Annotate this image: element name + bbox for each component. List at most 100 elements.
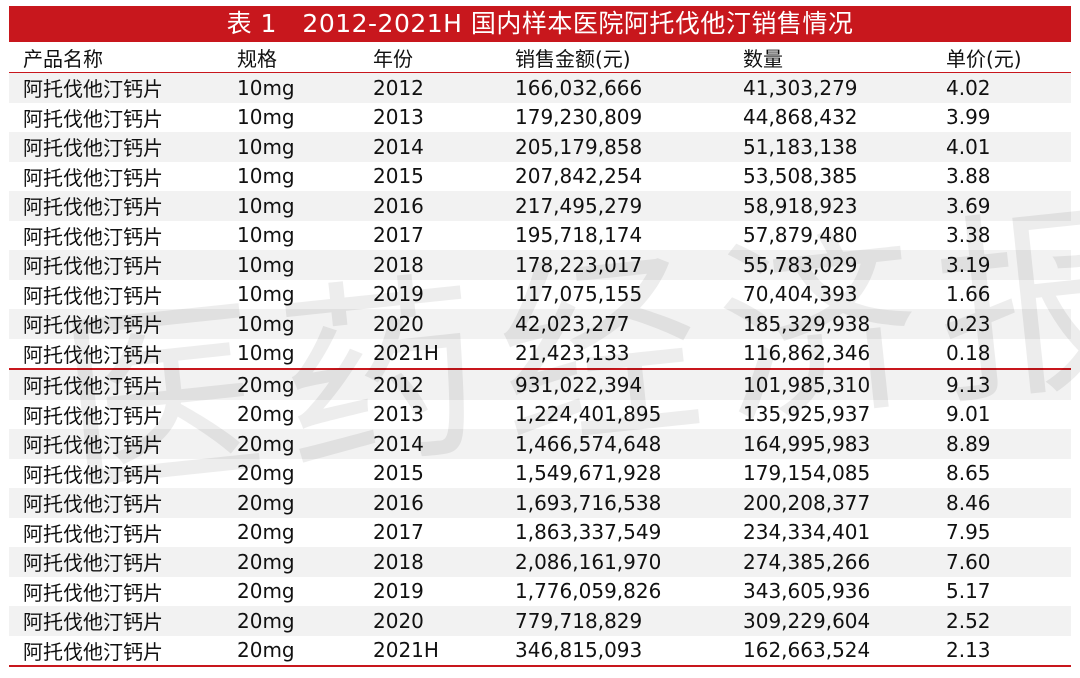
cell-quantity: 135,925,937 [743, 402, 871, 427]
cell-sales: 1,863,337,549 [515, 520, 662, 545]
cell-year: 2013 [373, 402, 424, 427]
table-row: 阿托伐他汀钙片 10mg 2016 217,495,279 58,918,923 3.69 [9, 191, 1071, 221]
cell-product: 阿托伐他汀钙片 [23, 283, 163, 308]
cell-product: 阿托伐他汀钙片 [23, 342, 163, 367]
cell-product: 阿托伐他汀钙片 [23, 462, 163, 487]
cell-sales: 931,022,394 [515, 368, 743, 400]
cell-year: 2012 [373, 368, 515, 400]
cell-sales: 1,549,671,928 [515, 461, 662, 486]
cell-unit-price: 0.23 [946, 309, 1071, 339]
cell-year: 2021H [373, 635, 515, 667]
cell-unit-price: 9.13 [946, 368, 1071, 400]
cell-year: 2019 [373, 282, 424, 307]
cell-year: 2014 [373, 429, 515, 459]
table-row: 阿托伐他汀钙片 20mg 2014 1,466,574,648 164,995,983 8… [9, 429, 1071, 459]
cell-unit-price: 5.17 [946, 579, 991, 604]
cell-quantity: 41,303,279 [743, 72, 946, 103]
cell-year: 2017 [373, 223, 424, 248]
cell-quantity: 57,879,480 [743, 223, 858, 248]
cell-spec: 10mg [237, 132, 373, 162]
table-row: 阿托伐他汀钙片 10mg 2013 179,230,809 44,868,432 3.99 [9, 103, 1071, 133]
table-row: 阿托伐他汀钙片 10mg 2018 178,223,017 55,783,029 3.19 [9, 250, 1071, 280]
cell-sales: 779,718,829 [515, 606, 743, 636]
cell-year: 2015 [373, 461, 424, 486]
cell-quantity: 309,229,604 [743, 606, 946, 636]
cell-unit-price: 8.65 [946, 461, 991, 486]
cell-sales: 207,842,254 [515, 164, 643, 189]
cell-sales: 178,223,017 [515, 250, 743, 280]
cell-sales: 217,495,279 [515, 191, 743, 221]
cell-sales: 346,815,093 [515, 635, 743, 667]
cell-product: 阿托伐他汀钙片 [9, 606, 237, 636]
cell-year: 2020 [373, 309, 515, 339]
table-row: 阿托伐他汀钙片 10mg 2019 117,075,155 70,404,393 1.66 [9, 280, 1071, 310]
table-row: 阿托伐他汀钙片 10mg 2012 166,032,666 41,303,279 4.02 [9, 72, 1071, 103]
cell-spec: 10mg [237, 341, 295, 366]
table-row: 阿托伐他汀钙片 10mg 2015 207,842,254 53,508,385 3.88 [9, 162, 1071, 192]
cell-year: 2015 [373, 164, 424, 189]
cell-product: 阿托伐他汀钙片 [23, 106, 163, 131]
cell-unit-price: 4.01 [946, 132, 1071, 162]
cell-year: 2018 [373, 547, 515, 577]
cell-product: 阿托伐他汀钙片 [9, 132, 237, 162]
header-year: 年份 [373, 43, 515, 73]
cell-unit-price: 3.88 [946, 164, 991, 189]
cell-spec: 20mg [237, 429, 373, 459]
cell-spec: 10mg [237, 223, 295, 248]
cell-unit-price: 4.02 [946, 72, 1071, 103]
cell-spec: 20mg [237, 461, 295, 486]
header-unit-price: 单价(元) [946, 43, 1071, 73]
table-row: 阿托伐他汀钙片 20mg 2012 931,022,394 101,985,310 9.1… [9, 368, 1071, 400]
cell-unit-price: 8.46 [946, 488, 1071, 518]
table-row: 阿托伐他汀钙片 20mg 2017 1,863,337,549 234,334,401 7… [9, 518, 1071, 548]
cell-spec: 20mg [237, 402, 295, 427]
cell-quantity: 164,995,983 [743, 429, 946, 459]
cell-unit-price: 3.99 [946, 105, 991, 130]
table-row: 阿托伐他汀钙片 20mg 2019 1,776,059,826 343,605,936 5… [9, 577, 1071, 607]
cell-unit-price: 7.60 [946, 547, 1071, 577]
cell-spec: 10mg [237, 282, 295, 307]
cell-quantity: 44,868,432 [743, 105, 858, 130]
table-row: 阿托伐他汀钙片 10mg 2021H 21,423,133 116,862,346 0.1… [9, 339, 1071, 370]
cell-unit-price: 0.18 [946, 341, 991, 366]
cell-year: 2020 [373, 606, 515, 636]
cell-spec: 20mg [237, 579, 295, 604]
cell-sales: 205,179,858 [515, 132, 743, 162]
cell-product: 阿托伐他汀钙片 [9, 191, 237, 221]
cell-unit-price: 1.66 [946, 282, 991, 307]
cell-year: 2019 [373, 579, 424, 604]
table-row: 阿托伐他汀钙片 10mg 2014 205,179,858 51,183,138 4.01 [9, 132, 1071, 162]
cell-quantity: 101,985,310 [743, 368, 946, 400]
cell-sales: 2,086,161,970 [515, 547, 743, 577]
cell-product: 阿托伐他汀钙片 [9, 309, 237, 339]
cell-year: 2021H [373, 341, 439, 366]
header-quantity: 数量 [743, 43, 946, 73]
cell-year: 2013 [373, 105, 424, 130]
cell-quantity: 185,329,938 [743, 309, 946, 339]
table-row: 阿托伐他汀钙片 20mg 2015 1,549,671,928 179,154,085 8… [9, 459, 1071, 489]
cell-product: 阿托伐他汀钙片 [9, 72, 237, 103]
cell-quantity: 70,404,393 [743, 282, 858, 307]
cell-spec: 20mg [237, 488, 373, 518]
cell-product: 阿托伐他汀钙片 [9, 368, 237, 400]
cell-quantity: 162,663,524 [743, 635, 946, 667]
cell-unit-price: 2.52 [946, 606, 1071, 636]
table-row: 阿托伐他汀钙片 20mg 2020 779,718,829 309,229,604 2.5… [9, 606, 1071, 636]
cell-year: 2012 [373, 72, 515, 103]
cell-product: 阿托伐他汀钙片 [9, 488, 237, 518]
cell-quantity: 179,154,085 [743, 461, 871, 486]
table-title: 表 1 2012-2021H 国内样本医院阿托伐他汀销售情况 [9, 6, 1071, 42]
header-spec: 规格 [237, 43, 373, 73]
cell-year: 2014 [373, 132, 515, 162]
cell-unit-price: 9.01 [946, 402, 991, 427]
cell-quantity: 200,208,377 [743, 488, 946, 518]
cell-unit-price: 7.95 [946, 520, 991, 545]
cell-sales: 42,023,277 [515, 309, 743, 339]
cell-spec: 10mg [237, 309, 373, 339]
cell-spec: 10mg [237, 72, 373, 103]
cell-product: 阿托伐他汀钙片 [9, 635, 237, 667]
header-sales: 销售金额(元) [515, 43, 743, 73]
cell-quantity: 55,783,029 [743, 250, 946, 280]
cell-spec: 10mg [237, 105, 295, 130]
cell-year: 2016 [373, 488, 515, 518]
